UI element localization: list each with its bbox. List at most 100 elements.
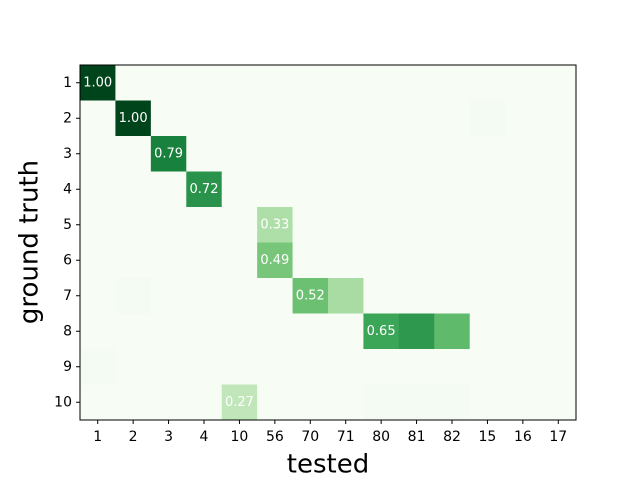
heatmap-cell bbox=[363, 65, 400, 101]
heatmap-cell bbox=[505, 313, 542, 350]
heatmap-cell bbox=[186, 171, 223, 208]
heatmap-cell bbox=[505, 136, 542, 172]
heatmap-cell bbox=[540, 349, 577, 385]
heatmap-cell bbox=[221, 136, 258, 172]
heatmap-cell bbox=[221, 349, 258, 385]
heatmap-cell bbox=[505, 349, 542, 385]
heatmap-cell bbox=[398, 242, 435, 279]
heatmap-cell bbox=[115, 171, 152, 208]
cell-label: 0.79 bbox=[154, 146, 183, 161]
heatmap-cell bbox=[328, 171, 364, 208]
heatmap-cell bbox=[328, 384, 364, 421]
x-tick-label: 1 bbox=[93, 429, 102, 445]
y-tick-label: 8 bbox=[63, 323, 72, 339]
x-axis-label: tested bbox=[287, 450, 369, 480]
heatmap-cell bbox=[221, 313, 258, 350]
heatmap-cell bbox=[80, 349, 116, 385]
heatmap-cell bbox=[221, 207, 258, 243]
heatmap-cell bbox=[186, 278, 223, 314]
heatmap-cell bbox=[80, 384, 116, 421]
heatmap-cell bbox=[434, 207, 471, 243]
cell-label: 0.65 bbox=[367, 324, 396, 339]
heatmap-cell bbox=[115, 278, 152, 314]
y-tick-label: 10 bbox=[54, 394, 72, 410]
heatmap-cell bbox=[257, 313, 294, 350]
heatmap-cell bbox=[398, 171, 435, 208]
heatmap-cell bbox=[221, 65, 258, 101]
heatmap-cell bbox=[292, 384, 329, 421]
y-tick-label: 9 bbox=[63, 359, 72, 375]
y-tick-label: 4 bbox=[63, 181, 72, 197]
heatmap-cell bbox=[115, 207, 152, 243]
heatmap-cell bbox=[186, 100, 223, 137]
heatmap-cell bbox=[540, 384, 577, 421]
cell-label: 0.27 bbox=[225, 395, 254, 410]
heatmap-cell bbox=[398, 65, 435, 101]
heatmap-cell bbox=[398, 207, 435, 243]
heatmap-cell bbox=[540, 100, 577, 137]
heatmap-cell bbox=[363, 313, 400, 350]
heatmap-cell bbox=[505, 207, 542, 243]
x-tick-label: 17 bbox=[549, 429, 567, 445]
x-tick-label: 81 bbox=[408, 429, 426, 445]
heatmap-cell bbox=[115, 349, 152, 385]
heatmap-cell bbox=[434, 136, 471, 172]
heatmap-cell bbox=[257, 207, 294, 243]
heatmap-cell bbox=[221, 384, 258, 421]
heatmap-cell bbox=[292, 349, 329, 385]
heatmap-cell bbox=[150, 171, 187, 208]
heatmap-cell bbox=[505, 384, 542, 421]
heatmap-cell bbox=[257, 349, 294, 385]
heatmap-cell bbox=[292, 242, 329, 279]
x-tick-label: 3 bbox=[164, 429, 173, 445]
heatmap-cell bbox=[328, 242, 364, 279]
x-tick-label: 4 bbox=[200, 429, 209, 445]
heatmap-cell bbox=[363, 171, 400, 208]
heatmap-cell bbox=[80, 278, 116, 314]
heatmap-cell bbox=[505, 242, 542, 279]
x-tick-label: 70 bbox=[301, 429, 319, 445]
y-tick-label: 5 bbox=[63, 217, 72, 233]
y-tick-label: 7 bbox=[63, 288, 72, 304]
heatmap-cell bbox=[434, 171, 471, 208]
heatmap-cell bbox=[257, 278, 294, 314]
heatmap-cell bbox=[150, 349, 187, 385]
x-tick-label: 10 bbox=[231, 429, 249, 445]
heatmap-cell bbox=[80, 207, 116, 243]
heatmap-cell bbox=[398, 100, 435, 137]
heatmap-cell bbox=[434, 349, 471, 385]
heatmap-cell bbox=[469, 171, 506, 208]
x-tick-label: 56 bbox=[266, 429, 284, 445]
heatmap-cell bbox=[434, 278, 471, 314]
heatmap-cell bbox=[221, 278, 258, 314]
heatmap-cell bbox=[434, 100, 471, 137]
heatmap-cell bbox=[540, 171, 577, 208]
heatmap-cell bbox=[186, 349, 223, 385]
heatmap-cell bbox=[115, 100, 152, 137]
heatmap-cell bbox=[398, 278, 435, 314]
heatmap-cell bbox=[398, 384, 435, 421]
heatmap-cell bbox=[363, 207, 400, 243]
y-tick-label: 3 bbox=[63, 146, 72, 162]
heatmap-cell bbox=[150, 65, 187, 101]
heatmap-cell bbox=[186, 384, 223, 421]
heatmap-cell bbox=[434, 65, 471, 101]
heatmap-cell bbox=[80, 171, 116, 208]
heatmap-cell bbox=[150, 207, 187, 243]
heatmap-cell bbox=[398, 136, 435, 172]
heatmap-cell bbox=[328, 100, 364, 137]
heatmap-cell bbox=[257, 384, 294, 421]
heatmap-cell bbox=[80, 313, 116, 350]
heatmap-cell bbox=[150, 313, 187, 350]
cell-label: 1.00 bbox=[83, 75, 112, 90]
heatmap-cell bbox=[398, 313, 435, 350]
heatmap-cell bbox=[186, 207, 223, 243]
heatmap-cell bbox=[292, 65, 329, 101]
heatmap-cell bbox=[292, 278, 329, 314]
heatmap-cell bbox=[186, 136, 223, 172]
heatmap-cell bbox=[469, 100, 506, 137]
heatmap-cell bbox=[540, 242, 577, 279]
heatmap-cell bbox=[540, 65, 577, 101]
heatmap-cell bbox=[328, 278, 364, 314]
